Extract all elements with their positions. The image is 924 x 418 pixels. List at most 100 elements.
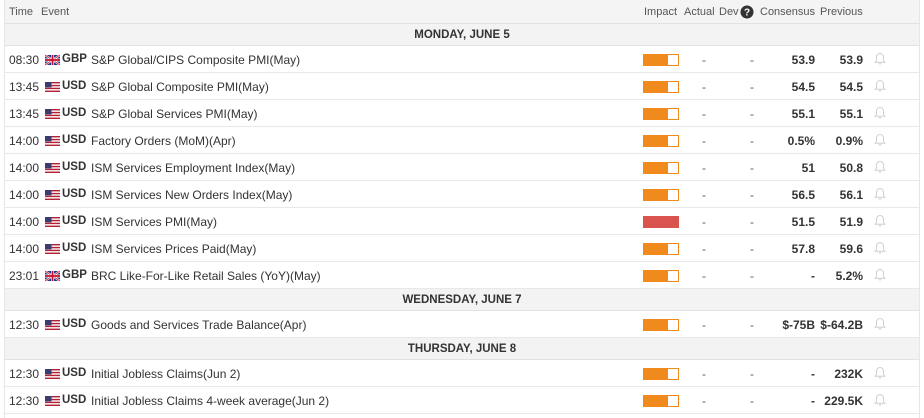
event-name[interactable]: Initial Jobless Claims 4-week average(Ju… bbox=[91, 394, 330, 408]
event-row[interactable]: 13:45 USD S&P Global Services PMI(May) - - 55… bbox=[5, 100, 919, 127]
event-name[interactable]: ISM Services Prices Paid(May) bbox=[91, 242, 257, 256]
event-name[interactable]: Goods and Services Trade Balance(Apr) bbox=[91, 318, 307, 332]
impact-bar bbox=[643, 54, 679, 66]
event-row[interactable]: 12:30 USD Goods and Services Trade Balance… bbox=[5, 311, 919, 338]
event-previous: 232K bbox=[834, 367, 863, 381]
uk-flag-icon bbox=[44, 54, 61, 66]
event-name[interactable]: Initial Jobless Claims(Jun 2) bbox=[91, 367, 241, 381]
event-consensus: $-75B bbox=[782, 318, 815, 332]
bell-icon[interactable] bbox=[873, 393, 887, 407]
impact-bar-fill bbox=[644, 190, 668, 200]
event-actual: - bbox=[702, 134, 706, 148]
event-consensus: 55.1 bbox=[791, 107, 815, 121]
bell-icon[interactable] bbox=[873, 79, 887, 93]
day-header: MONDAY, JUNE 5 bbox=[5, 24, 919, 46]
event-row[interactable]: 14:00 USD ISM Services Employment Index(Ma… bbox=[5, 154, 919, 181]
event-actual: - bbox=[702, 318, 706, 332]
bell-icon[interactable] bbox=[873, 317, 887, 331]
bell-icon[interactable] bbox=[873, 133, 887, 147]
bell-icon[interactable] bbox=[873, 106, 887, 120]
event-row[interactable]: 13:45 USD S&P Global Composite PMI(May) - - 5… bbox=[5, 73, 919, 100]
event-dev: - bbox=[750, 107, 754, 121]
header-previous[interactable]: Previous bbox=[820, 6, 863, 18]
header-actual[interactable]: Actual bbox=[684, 6, 715, 18]
impact-bar-fill bbox=[644, 55, 668, 65]
bell-icon[interactable] bbox=[873, 366, 887, 380]
impact-bar bbox=[643, 216, 679, 228]
bell-icon[interactable] bbox=[873, 268, 887, 282]
event-name[interactable]: S&P Global/CIPS Composite PMI(May) bbox=[91, 53, 301, 67]
impact-bar bbox=[643, 368, 679, 380]
header-event[interactable]: Event bbox=[41, 6, 70, 18]
event-row[interactable]: 14:00 USD Factory Orders (MoM)(Apr) - - 0.5% 0… bbox=[5, 127, 919, 154]
event-dev: - bbox=[750, 269, 754, 283]
event-time: 14:00 bbox=[9, 161, 40, 175]
bell-icon[interactable] bbox=[873, 52, 887, 66]
event-row[interactable]: 14:00 USD ISM Services PMI(May) - - 51.5 51.9 bbox=[5, 208, 919, 235]
event-dev: - bbox=[750, 161, 754, 175]
impact-bar bbox=[643, 189, 679, 201]
day-header: WEDNESDAY, JUNE 7 bbox=[5, 289, 919, 311]
event-currency: GBP bbox=[62, 53, 87, 65]
impact-bar bbox=[643, 243, 679, 255]
day-header: THURSDAY, JUNE 8 bbox=[5, 338, 919, 360]
event-name[interactable]: S&P Global Services PMI(May) bbox=[91, 107, 258, 121]
event-name[interactable]: S&P Global Composite PMI(May) bbox=[91, 80, 269, 94]
impact-bar-fill bbox=[644, 271, 668, 281]
event-actual: - bbox=[702, 53, 706, 67]
bell-icon[interactable] bbox=[873, 241, 887, 255]
event-row[interactable]: 12:30 USD Initial Jobless Claims 4-week av… bbox=[5, 387, 919, 414]
event-actual: - bbox=[702, 161, 706, 175]
event-previous: 5.2% bbox=[835, 269, 863, 283]
event-previous: 59.6 bbox=[839, 242, 863, 256]
event-actual: - bbox=[702, 269, 706, 283]
header-impact[interactable]: Impact bbox=[644, 6, 678, 18]
event-dev: - bbox=[750, 53, 754, 67]
event-consensus: 53.9 bbox=[791, 53, 815, 67]
event-row[interactable]: 23:01 GBP BRC Like-For-Like Retail Sales (… bbox=[5, 262, 919, 289]
event-previous: 50.8 bbox=[839, 161, 863, 175]
us-flag-icon bbox=[45, 216, 60, 227]
header-consensus[interactable]: Consensus bbox=[760, 6, 816, 18]
event-actual: - bbox=[702, 394, 706, 408]
event-currency: USD bbox=[62, 242, 87, 254]
table-header: Time Event Impact Actual Dev ? Consensus… bbox=[5, 0, 919, 24]
event-time: 14:00 bbox=[9, 134, 40, 148]
header-time[interactable]: Time bbox=[9, 6, 34, 18]
event-row[interactable]: 14:00 USD ISM Services Prices Paid(May) - - 5… bbox=[5, 235, 919, 262]
event-consensus: - bbox=[811, 394, 815, 408]
event-dev: - bbox=[750, 215, 754, 229]
us-flag-icon bbox=[45, 108, 60, 119]
svg-text:?: ? bbox=[744, 8, 750, 19]
event-name[interactable]: ISM Services Employment Index(May) bbox=[91, 161, 296, 175]
event-name[interactable]: ISM Services PMI(May) bbox=[91, 215, 218, 229]
event-consensus: 57.8 bbox=[791, 242, 815, 256]
event-name[interactable]: Factory Orders (MoM)(Apr) bbox=[91, 134, 236, 148]
event-row[interactable]: 12:30 USD Initial Jobless Claims(Jun 2) - - -… bbox=[5, 360, 919, 387]
event-actual: - bbox=[702, 107, 706, 121]
event-name[interactable]: ISM Services New Orders Index(May) bbox=[91, 188, 293, 202]
event-actual: - bbox=[702, 367, 706, 381]
event-time: 12:30 bbox=[9, 367, 40, 381]
bell-icon[interactable] bbox=[873, 187, 887, 201]
us-flag-icon bbox=[45, 162, 60, 173]
event-time: 13:45 bbox=[9, 107, 40, 121]
event-previous: $-64.2B bbox=[820, 318, 863, 332]
event-actual: - bbox=[702, 80, 706, 94]
info-icon[interactable]: ? bbox=[740, 5, 754, 19]
header-dev[interactable]: Dev bbox=[719, 6, 739, 18]
event-currency: USD bbox=[62, 394, 87, 406]
bell-icon[interactable] bbox=[873, 160, 887, 174]
event-row[interactable]: 14:00 USD ISM Services New Orders Index(Ma… bbox=[5, 181, 919, 208]
event-consensus: 0.5% bbox=[787, 134, 815, 148]
event-row[interactable]: 08:30 GBP S&P Global/CIPS Composite PMI(Ma… bbox=[5, 46, 919, 73]
event-name[interactable]: BRC Like-For-Like Retail Sales (YoY)(May… bbox=[91, 269, 321, 283]
event-previous: 54.5 bbox=[839, 80, 863, 94]
impact-bar-fill bbox=[644, 320, 668, 330]
event-currency: GBP bbox=[62, 269, 87, 281]
impact-bar bbox=[643, 319, 679, 331]
us-flag-icon bbox=[45, 368, 60, 379]
event-consensus: 51 bbox=[801, 161, 815, 175]
bell-icon[interactable] bbox=[873, 214, 887, 228]
event-previous: 51.9 bbox=[839, 215, 863, 229]
